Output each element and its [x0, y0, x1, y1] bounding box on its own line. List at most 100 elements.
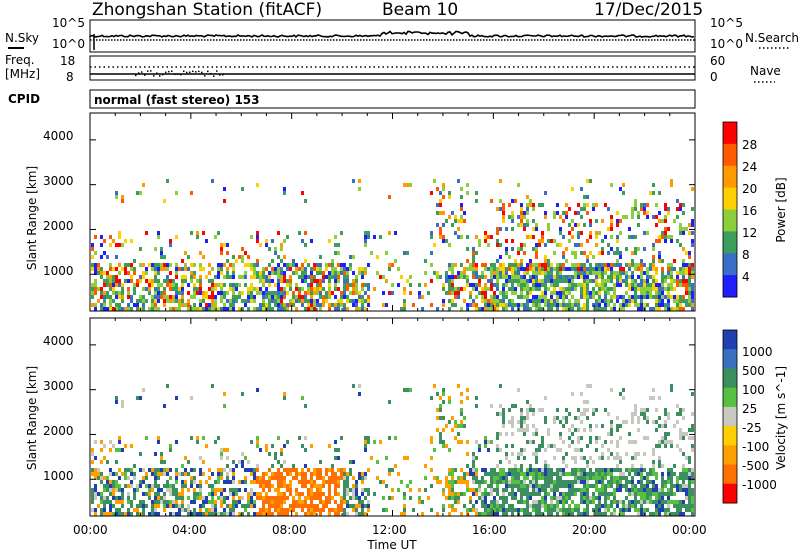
heatmap-cell [97, 299, 100, 303]
heatmap-cell [268, 504, 271, 508]
heatmap-cell [448, 468, 451, 472]
heatmap-cell [337, 307, 340, 311]
heatmap-cell [541, 444, 544, 448]
heatmap-cell [511, 468, 514, 472]
heatmap-cell [208, 279, 211, 283]
heatmap-cell [664, 484, 667, 488]
nave-dot [192, 70, 194, 73]
heatmap-cell [520, 468, 523, 472]
heatmap-cell [97, 468, 100, 472]
heatmap-cell [163, 295, 166, 299]
heatmap-cell [601, 219, 604, 223]
heatmap-cell [667, 488, 670, 492]
heatmap-cell [439, 408, 442, 412]
heatmap-cell [397, 472, 400, 476]
heatmap-cell [145, 279, 148, 283]
heatmap-cell [604, 307, 607, 311]
heatmap-cell [478, 496, 481, 500]
heatmap-cell [358, 476, 361, 480]
heatmap-cell [253, 299, 256, 303]
heatmap-cell [343, 472, 346, 476]
heatmap-cell [115, 243, 118, 247]
heatmap-cell [163, 404, 166, 408]
heatmap-cell [277, 488, 280, 492]
heatmap-cell [316, 484, 319, 488]
heatmap-cell [679, 436, 682, 440]
heatmap-cell [565, 480, 568, 484]
heatmap-cell [589, 384, 592, 388]
heatmap-cell [148, 283, 151, 287]
heatmap-cell [625, 299, 628, 303]
heatmap-cell [313, 492, 316, 496]
heatmap-cell [658, 259, 661, 263]
heatmap-cell [667, 303, 670, 307]
heatmap-cell [679, 271, 682, 275]
heatmap-cell [154, 476, 157, 480]
heatmap-cell [421, 295, 424, 299]
heatmap-cell [688, 283, 691, 287]
heatmap-cell [508, 267, 511, 271]
heatmap-cell [190, 191, 193, 195]
heatmap-cell [442, 283, 445, 287]
heatmap-cell [112, 496, 115, 500]
heatmap-cell [448, 512, 451, 516]
heatmap-cell [589, 468, 592, 472]
heatmap-cell [553, 303, 556, 307]
heatmap-cell [607, 492, 610, 496]
heatmap-cell [646, 484, 649, 488]
heatmap-cell [535, 271, 538, 275]
heatmap-cell [610, 299, 613, 303]
heatmap-cell [493, 504, 496, 508]
heatmap-cell [199, 484, 202, 488]
heatmap-cell [460, 468, 463, 472]
heatmap-cell [661, 484, 664, 488]
xtick-0: 00:00 [73, 523, 108, 537]
heatmap-cell [589, 263, 592, 267]
heatmap-cell [664, 279, 667, 283]
heatmap-cell [523, 420, 526, 424]
heatmap-cell [97, 504, 100, 508]
heatmap-cell [184, 484, 187, 488]
heatmap-cell [544, 468, 547, 472]
heatmap-cell [187, 283, 190, 287]
heatmap-cell [691, 243, 694, 247]
heatmap-cell [505, 480, 508, 484]
heatmap-cell [307, 504, 310, 508]
heatmap-cell [502, 476, 505, 480]
heatmap-cell [565, 203, 568, 207]
heatmap-cell [190, 484, 193, 488]
heatmap-cell [631, 488, 634, 492]
heatmap-cell [169, 279, 172, 283]
heatmap-cell [349, 255, 352, 259]
heatmap-cell [208, 500, 211, 504]
heatmap-cell [316, 283, 319, 287]
heatmap-cell [634, 440, 637, 444]
heatmap-cell [256, 239, 259, 243]
heatmap-cell [286, 488, 289, 492]
heatmap-cell [664, 424, 667, 428]
heatmap-cell [289, 508, 292, 512]
heatmap-cell [496, 484, 499, 488]
heatmap-cell [292, 464, 295, 468]
heatmap-cell [550, 476, 553, 480]
heatmap-cell [514, 199, 517, 203]
heatmap-cell [598, 488, 601, 492]
xtick-5: 20:00 [572, 523, 607, 537]
heatmap-cell [643, 207, 646, 211]
heatmap-cell [163, 472, 166, 476]
heatmap-cell [103, 476, 106, 480]
heatmap-cell [592, 295, 595, 299]
heatmap-cell [619, 283, 622, 287]
heatmap-cell [523, 432, 526, 436]
nave-dot [195, 71, 197, 73]
heatmap-cell [343, 307, 346, 311]
heatmap-cell [613, 456, 616, 460]
heatmap-cell [601, 271, 604, 275]
heatmap-cell [328, 239, 331, 243]
heatmap-cell [157, 299, 160, 303]
heatmap-cell [337, 504, 340, 508]
heatmap-cell [481, 271, 484, 275]
heatmap-cell [160, 251, 163, 255]
heatmap-cell [199, 263, 202, 267]
heatmap-cell [484, 468, 487, 472]
